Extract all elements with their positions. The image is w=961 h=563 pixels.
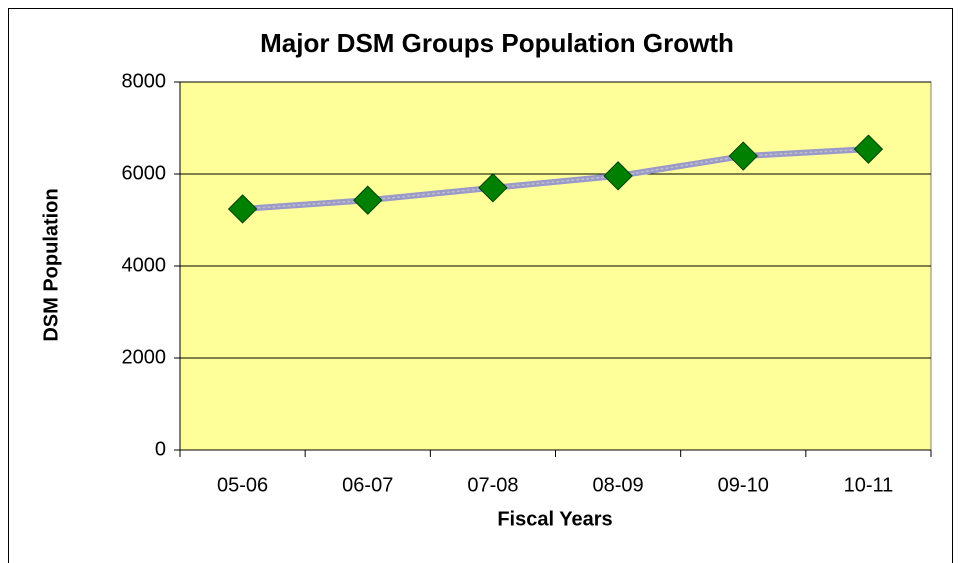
x-tick-label: 06-07 xyxy=(342,474,393,496)
y-tick-label: 2000 xyxy=(122,346,167,368)
y-axis-label: DSM Population xyxy=(40,188,62,341)
y-tick-label: 8000 xyxy=(122,70,167,92)
x-tick-label: 07-08 xyxy=(467,474,518,496)
x-tick-label: 09-10 xyxy=(718,474,769,496)
marker xyxy=(853,134,884,164)
chart-title: Major DSM Groups Population Growth xyxy=(260,28,734,58)
x-tick-label: 10-11 xyxy=(844,474,894,496)
series-line xyxy=(242,146,869,212)
y-tick-label: 4000 xyxy=(122,254,167,276)
x-tick-label: 08-09 xyxy=(593,474,644,496)
x-axis-label: Fiscal Years xyxy=(497,508,612,530)
marker xyxy=(227,194,258,224)
marker xyxy=(603,161,633,191)
marker xyxy=(728,141,758,171)
x-tick-label: 05-06 xyxy=(217,474,268,496)
y-tick-label: 0 xyxy=(155,438,166,460)
marker xyxy=(353,185,383,215)
marker xyxy=(478,173,508,203)
y-tick-label: 6000 xyxy=(122,162,167,184)
